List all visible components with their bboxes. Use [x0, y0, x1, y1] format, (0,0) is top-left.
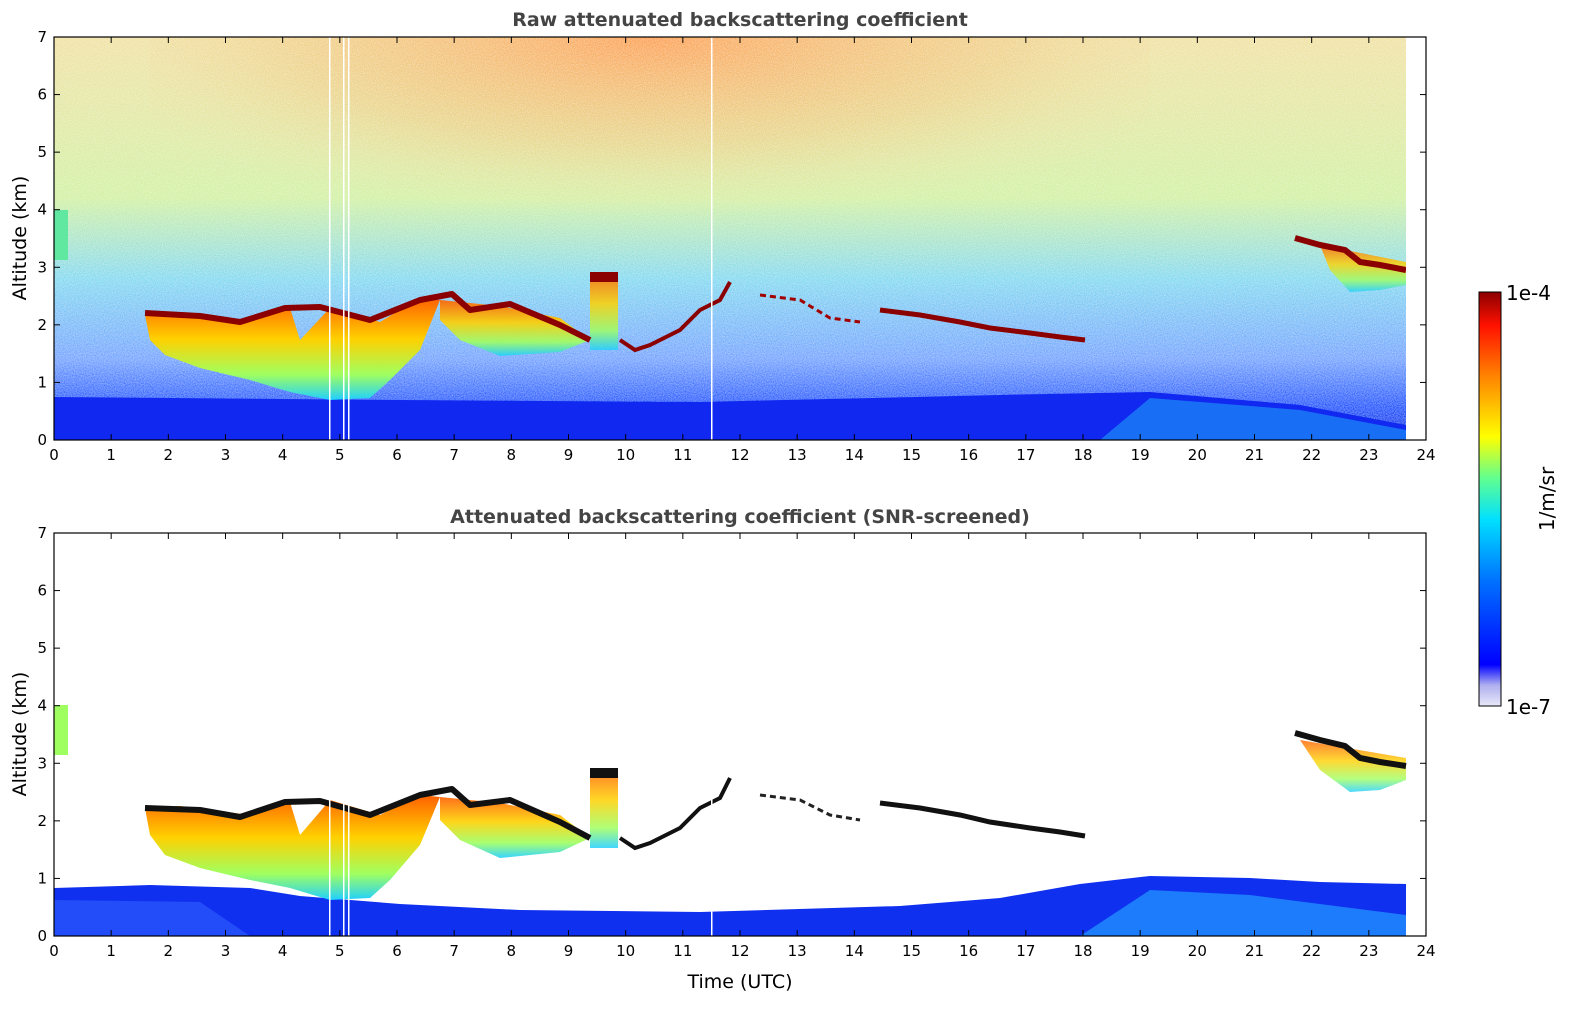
panel-raw-title: Raw attenuated backscattering coefficien… — [512, 9, 968, 31]
panel-screened-xtick-label: 0 — [49, 942, 59, 960]
panel-raw-xtick-label: 6 — [392, 446, 402, 464]
panel-screened-ytick-label: 3 — [37, 754, 47, 772]
panel-screened-xtick-label: 18 — [1073, 942, 1092, 960]
panel-raw-xtick-label: 4 — [278, 446, 288, 464]
panel-screened-xtick-label: 9 — [564, 942, 574, 960]
panel-raw-xtick-label: 1 — [106, 446, 116, 464]
panel-screened-xlabel: Time (UTC) — [686, 971, 792, 993]
colorbar-max-label: 1e-4 — [1506, 281, 1551, 305]
panel-screened-ytick-label: 2 — [37, 812, 47, 830]
panel-screened-xtick-label: 1 — [106, 942, 116, 960]
colorbar-gradient — [1478, 291, 1502, 707]
panel-raw-xtick-label: 14 — [845, 446, 864, 464]
panel-raw-ytick-label: 2 — [37, 316, 47, 334]
panel-raw-image — [54, 37, 1426, 440]
raw-cloud-plume-1 — [145, 298, 440, 400]
panel-screened-xaxis: 0 1 2 3 4 5 6 7 8 9 10 11 12 13 14 15 16 17 18 19 20 21 22 23 24 — [49, 533, 1436, 960]
panel-raw-xtick-label: 11 — [673, 446, 692, 464]
panel-raw-ytick-label: 4 — [37, 201, 47, 219]
panel-screened-xtick-label: 11 — [673, 942, 692, 960]
raw-cloud-base — [144, 291, 592, 343]
panel-raw-xtick-label: 19 — [1131, 446, 1150, 464]
panel-screened-ytick-label: 4 — [37, 697, 47, 715]
panel-raw-ytick-label: 3 — [37, 258, 47, 276]
panel-screened-image — [54, 533, 1426, 936]
panel-raw-xtick-label: 21 — [1245, 446, 1264, 464]
colorbar-min-label: 1e-7 — [1506, 695, 1551, 719]
panel-screened-xtick-label: 3 — [221, 942, 231, 960]
panel-raw-xtick-label: 13 — [788, 446, 807, 464]
panel-screened-ylabel: Altitude (km) — [9, 672, 31, 797]
panel-screened-xtick-label: 5 — [335, 942, 345, 960]
panel-raw-xtick-label: 5 — [335, 446, 345, 464]
screened-cloud-base — [144, 786, 592, 841]
panel-raw-yaxis: 0 1 2 3 4 5 6 7 — [37, 28, 1426, 449]
screened-surface-layer — [54, 876, 1406, 936]
panel-raw-ytick-label: 0 — [37, 431, 47, 449]
panel-screened-xtick-label: 10 — [616, 942, 635, 960]
panel-raw-xtick-label: 20 — [1188, 446, 1207, 464]
panel-screened-xtick-label: 23 — [1359, 942, 1378, 960]
colorbar-unit-label: 1/m/sr — [1535, 466, 1559, 531]
panel-screened-xtick-label: 8 — [507, 942, 517, 960]
panel-raw-xtick-label: 2 — [164, 446, 174, 464]
raw-surface-layer — [54, 392, 1406, 440]
panel-raw-xaxis: 0 1 2 3 4 5 6 7 8 9 10 11 12 13 14 15 16 17 18 19 20 21 22 23 24 — [49, 37, 1436, 464]
panel-screened-xtick-label: 14 — [845, 942, 864, 960]
panel-raw-ytick-label: 7 — [37, 28, 47, 46]
panel-screened-xtick-label: 15 — [902, 942, 921, 960]
panel-screened-xtick-label: 21 — [1245, 942, 1264, 960]
panel-raw-xtick-label: 0 — [49, 446, 59, 464]
panel-screened-yaxis: 0 1 2 3 4 5 6 7 — [37, 524, 1426, 945]
panel-raw-ylabel: Altitude (km) — [9, 176, 31, 301]
panel-screened-xtick-label: 20 — [1188, 942, 1207, 960]
panel-screened-title: Attenuated backscattering coefficient (S… — [450, 506, 1030, 528]
panel-raw-xtick-label: 15 — [902, 446, 921, 464]
panel-screened-ytick-label: 7 — [37, 524, 47, 542]
panel-screened-xtick-label: 7 — [449, 942, 459, 960]
panel-screened-xtick-label: 16 — [959, 942, 978, 960]
panel-raw-xtick-label: 8 — [507, 446, 517, 464]
screened-cloud-plume-1 — [145, 795, 440, 900]
panel-screened-xtick-label: 19 — [1131, 942, 1150, 960]
panel-screened-ytick-label: 0 — [37, 927, 47, 945]
colorbar: 1e-4 1e-7 1/m/sr — [1478, 281, 1559, 719]
panel-raw-xtick-label: 3 — [221, 446, 231, 464]
panel-screened-xtick-label: 17 — [1016, 942, 1035, 960]
panel-screened-xtick-label: 6 — [392, 942, 402, 960]
panel-raw-xtick-label: 22 — [1302, 446, 1321, 464]
panel-screened-ytick-label: 1 — [37, 869, 47, 887]
panel-raw-xtick-label: 7 — [449, 446, 459, 464]
panel-screened-ytick-label: 5 — [37, 639, 47, 657]
panel-raw-ytick-label: 6 — [37, 86, 47, 104]
screened-cloud-plume-2 — [440, 797, 590, 858]
panel-screened-xtick-label: 24 — [1416, 942, 1435, 960]
panel-screened-xtick-label: 2 — [164, 942, 174, 960]
panel-raw-xtick-label: 18 — [1073, 446, 1092, 464]
panel-screened-ytick-label: 6 — [37, 582, 47, 600]
panel-raw-xtick-label: 9 — [564, 446, 574, 464]
panel-screened-xtick-label: 12 — [730, 942, 749, 960]
panel-screened: Attenuated backscattering coefficient (S… — [9, 506, 1436, 993]
panel-raw-xtick-label: 12 — [730, 446, 749, 464]
panel-raw-xtick-label: 24 — [1416, 446, 1435, 464]
panel-raw-ytick-label: 1 — [37, 373, 47, 391]
panel-raw-xtick-label: 10 — [616, 446, 635, 464]
panel-raw-xtick-label: 16 — [959, 446, 978, 464]
panel-raw-xtick-label: 23 — [1359, 446, 1378, 464]
panel-screened-xtick-label: 13 — [788, 942, 807, 960]
panel-raw-ytick-label: 5 — [37, 143, 47, 161]
panel-raw: Raw attenuated backscattering coefficien… — [9, 9, 1436, 464]
raw-cloud-plume-2 — [440, 300, 590, 356]
panel-screened-xtick-label: 22 — [1302, 942, 1321, 960]
panel-raw-xtick-label: 17 — [1016, 446, 1035, 464]
panel-screened-xtick-label: 4 — [278, 942, 288, 960]
